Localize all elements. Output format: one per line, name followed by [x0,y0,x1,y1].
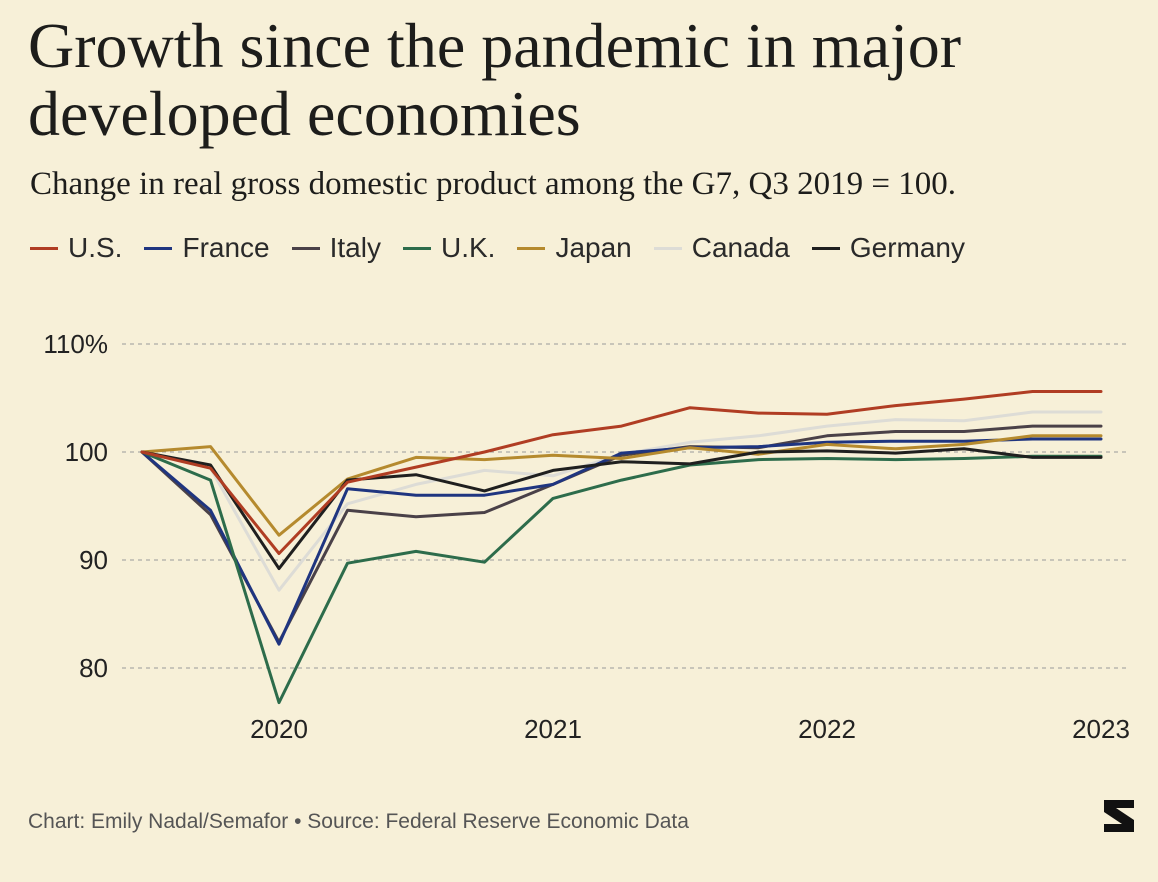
series-line-italy [140,424,1103,644]
legend-item-us: U.S. [30,232,122,264]
legend-label: France [182,232,270,263]
legend-label: Japan [555,232,632,263]
x-tick-label: 2020 [250,714,308,744]
series-line-canada [140,410,1103,592]
legend-swatch [811,246,840,250]
y-tick-label: 110% [43,329,108,359]
legend-item-italy: Italy [291,232,381,264]
legend-item-canada: Canada [653,232,790,264]
legend-item-france: France [144,232,270,264]
source-note: Chart: Emily Nadal/Semafor • Source: Fed… [28,810,689,833]
line-chart: 110% 100 90 80 2020 2021 2022 2023 [43,329,1130,744]
series-line-uk [140,450,1103,705]
legend-label: Canada [691,232,790,263]
legend-item-japan: Japan [517,232,632,264]
legend: U.S. France Italy U.K. Japan Canada Germany [30,232,965,264]
y-tick-label: 90 [79,545,108,575]
legend-swatch [30,246,58,250]
y-tick-label: 80 [79,653,108,683]
series-line-us [140,390,1103,555]
legend-swatch [144,246,173,250]
y-tick-label: 100 [65,437,108,467]
legend-swatch [402,246,431,250]
x-tick-label: 2023 [1072,714,1130,744]
semafor-logo [1104,800,1134,832]
x-tick-label: 2021 [524,714,582,744]
series-line-germany [140,447,1103,571]
legend-item-germany: Germany [811,232,965,264]
series-line-france [140,437,1103,646]
legend-item-uk: U.K. [402,232,496,264]
series-line-japan [140,434,1103,537]
legend-label: Germany [849,232,965,263]
legend-label: Italy [329,232,381,263]
legend-swatch [291,246,320,250]
legend-swatch [517,246,546,250]
legend-swatch [653,246,682,250]
legend-label: U.S. [68,232,123,263]
chart-subtitle: Change in real gross domestic product am… [30,166,956,202]
x-tick-label: 2022 [798,714,856,744]
legend-label: U.K. [440,232,496,263]
chart-title: Growth since the pandemic in major devel… [28,10,962,149]
